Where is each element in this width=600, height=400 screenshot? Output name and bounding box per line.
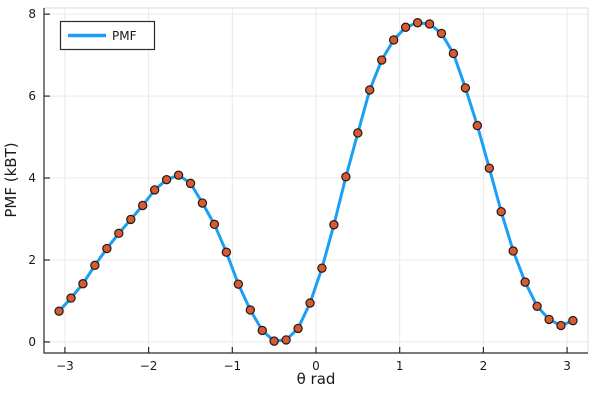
data-point [245, 305, 256, 315]
x-tick-label: −2 [140, 359, 158, 373]
y-tick-label: 6 [28, 89, 36, 103]
data-point [472, 120, 483, 131]
data-point [317, 263, 327, 273]
data-point [102, 243, 112, 254]
x-tick-label: 1 [396, 359, 404, 373]
data-point [114, 228, 124, 239]
data-point [293, 323, 303, 334]
tick-labels: −3 −2 −1 0 1 2 3 0 2 4 6 8 [28, 7, 571, 373]
data-point [484, 163, 495, 173]
data-point [221, 247, 232, 257]
data-point [305, 298, 315, 308]
x-tick-label: 2 [480, 359, 488, 373]
data-point [556, 320, 566, 331]
data-point [400, 22, 411, 32]
data-point [269, 336, 279, 346]
data-point [568, 315, 578, 326]
data-point [376, 55, 387, 65]
x-tick-label: 3 [563, 359, 571, 373]
data-point [257, 325, 267, 336]
legend-label: PMF [112, 29, 137, 43]
y-tick-label: 4 [28, 171, 36, 185]
data-point [353, 128, 363, 138]
data-point [281, 335, 291, 345]
data-point [233, 279, 244, 289]
x-tick-label: −1 [223, 359, 241, 373]
data-point [173, 170, 184, 180]
plot-frame-light [44, 7, 589, 353]
x-tick-label: −3 [56, 359, 74, 373]
legend: PMF [59, 20, 156, 51]
data-point [436, 28, 447, 39]
data-point [508, 246, 518, 256]
data-point [137, 200, 148, 211]
data-point [149, 185, 160, 195]
y-axis-label: PMF (kBT) [2, 142, 20, 217]
data-point [209, 219, 220, 230]
data-point [341, 172, 351, 182]
data-point [54, 306, 64, 316]
y-tick-label: 2 [28, 253, 36, 267]
data-point [388, 35, 399, 45]
data-point [329, 220, 339, 230]
data-point [520, 277, 530, 287]
data-point [496, 206, 506, 217]
data-point [161, 174, 172, 185]
data-point [365, 85, 375, 95]
data-point [448, 48, 459, 59]
data-point [90, 260, 100, 271]
axis-ticks [44, 13, 568, 353]
data-point [424, 19, 435, 29]
plot-frame-spines [43, 8, 588, 354]
data-point [78, 279, 88, 289]
data-point [544, 314, 554, 325]
data-point [126, 214, 136, 225]
gridlines [44, 8, 588, 353]
pmf-series [54, 18, 578, 346]
x-tick-label: 0 [312, 359, 320, 373]
data-point [197, 198, 208, 208]
data-point [412, 18, 423, 28]
data-point [66, 293, 76, 303]
x-axis-label: θ rad [297, 370, 336, 388]
data-point [460, 83, 471, 93]
data-point [185, 178, 196, 189]
data-point [532, 301, 542, 311]
y-tick-label: 0 [28, 335, 36, 349]
y-tick-label: 8 [28, 7, 36, 21]
